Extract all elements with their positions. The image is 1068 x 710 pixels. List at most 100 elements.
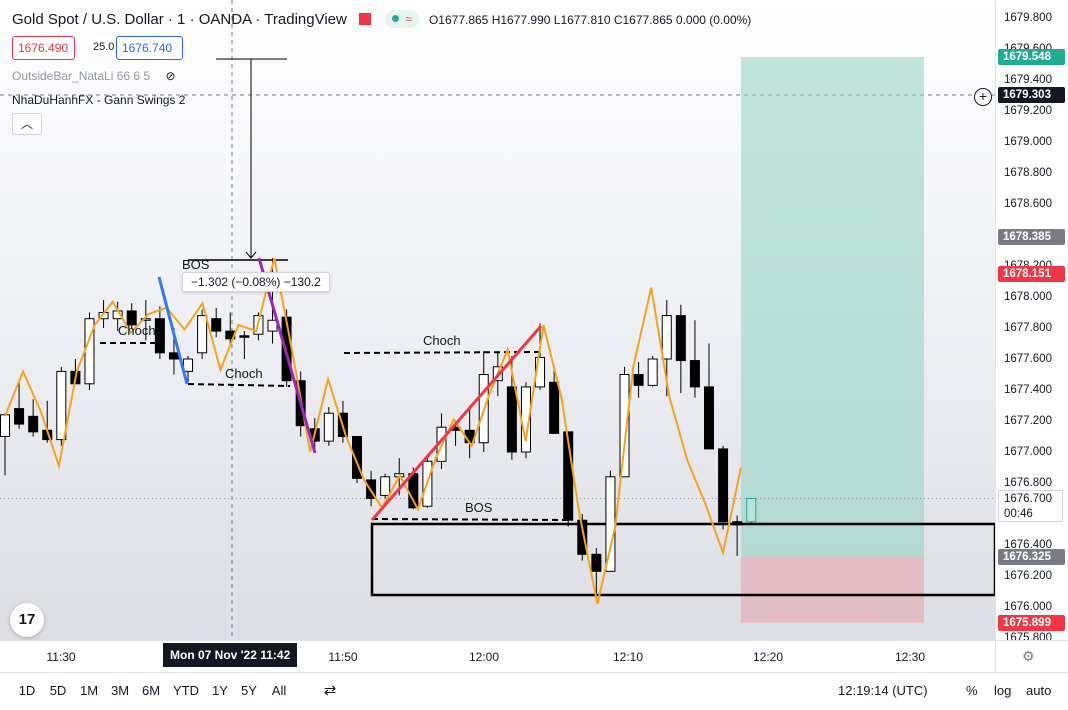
range-1d-button[interactable]: 1D bbox=[18, 683, 36, 698]
price-tick: 1676.000 bbox=[1004, 601, 1052, 613]
price-tick: 1679.000 bbox=[1004, 136, 1052, 148]
price-tick: 1677.000 bbox=[1004, 446, 1052, 458]
flag-icon[interactable] bbox=[359, 13, 372, 25]
price-tick: 1677.600 bbox=[1004, 353, 1052, 365]
candle-body bbox=[352, 436, 362, 479]
sell-price-button[interactable]: 1676.490 bbox=[12, 36, 75, 60]
blue-swing-segment bbox=[157, 276, 189, 385]
choch-line-2 bbox=[187, 383, 291, 387]
price-tick: 1677.200 bbox=[1004, 415, 1052, 427]
ohlc-open: O1677.865 bbox=[428, 13, 489, 27]
stop-zone bbox=[741, 556, 924, 623]
spread-value: 25.0 bbox=[88, 36, 120, 58]
candle-body bbox=[549, 381, 560, 434]
choch-label-2: Choch bbox=[225, 366, 263, 381]
bos-line-2 bbox=[371, 518, 571, 521]
collapse-legend-button[interactable]: ︿ bbox=[12, 113, 42, 135]
ohlc-low: L1677.810 bbox=[553, 13, 611, 27]
date-range-calendar-icon[interactable]: ⇄ bbox=[323, 682, 337, 699]
range-all-button[interactable]: All bbox=[271, 683, 287, 698]
utc-clock[interactable]: 12:19:14 (UTC) bbox=[838, 683, 928, 698]
candle-body bbox=[14, 408, 25, 425]
data-delay-icon: ≈ bbox=[405, 12, 412, 26]
current-price-value: 1676.700 bbox=[1004, 492, 1052, 505]
candle-body bbox=[506, 386, 517, 453]
candle-body bbox=[267, 319, 278, 332]
time-tick: 12:30 bbox=[894, 650, 926, 664]
price-label-level-red: 1678.151 bbox=[998, 265, 1065, 282]
gear-icon[interactable]: ⚙ bbox=[1022, 648, 1035, 664]
candle-body bbox=[661, 315, 672, 360]
candle-body bbox=[0, 414, 10, 437]
time-tick: 12:10 bbox=[612, 650, 644, 664]
price-axis[interactable]: 1679.8001679.6001679.4001679.2001679.000… bbox=[995, 0, 1068, 644]
tradingview-logo[interactable]: 17 bbox=[10, 603, 44, 637]
candle-body bbox=[211, 318, 222, 332]
eye-hidden-icon[interactable]: ⊘ bbox=[165, 69, 176, 83]
time-tick: 12:00 bbox=[468, 650, 500, 664]
add-alert-plus-icon[interactable]: + bbox=[974, 88, 992, 106]
measure-arrowhead bbox=[245, 251, 257, 259]
log-scale-toggle[interactable]: log bbox=[994, 683, 1012, 698]
ohlc-close: C1677.865 bbox=[613, 13, 673, 27]
measure-tooltip: −1.302 (−0.08%) −130.2 bbox=[182, 272, 330, 292]
chart-canvas[interactable] bbox=[0, 0, 995, 640]
indicator-outsidebar-label: OutsideBar_NataLi 66 6 5 bbox=[12, 69, 151, 83]
candle-body bbox=[183, 358, 194, 372]
price-tick: 1678.000 bbox=[1004, 291, 1052, 303]
candle-body bbox=[197, 315, 208, 354]
indicator-outsidebar[interactable]: OutsideBar_NataLi 66 6 5 ⊘ bbox=[12, 69, 176, 83]
chart-pane[interactable]: Gold Spot / U.S. Dollar · 1 · OANDA · Tr… bbox=[0, 0, 995, 640]
candle-body bbox=[168, 352, 179, 360]
ohlc-change: 0.000 (0.00%) bbox=[675, 13, 752, 27]
range-ytd-button[interactable]: YTD bbox=[173, 683, 199, 698]
range-5y-button[interactable]: 5Y bbox=[241, 683, 257, 698]
chevron-up-icon: ︿ bbox=[20, 117, 33, 131]
candle-body bbox=[647, 358, 658, 386]
symbol-legend: Gold Spot / U.S. Dollar · 1 · OANDA · Tr… bbox=[12, 10, 751, 28]
candle-body bbox=[675, 315, 686, 362]
candle-body bbox=[689, 360, 700, 388]
price-label-level-grey: 1678.385 bbox=[998, 229, 1065, 246]
price-tick: 1676.400 bbox=[1004, 539, 1052, 551]
range-5d-button[interactable]: 5D bbox=[49, 683, 67, 698]
price-tick: 1678.600 bbox=[1004, 198, 1052, 210]
price-tick: 1679.800 bbox=[1004, 12, 1052, 24]
bos-label-1: BOS bbox=[182, 257, 210, 272]
indicator-gann-swings[interactable]: NhaDuHanhFX - Gann Swings 2 bbox=[12, 93, 186, 107]
candle-body bbox=[718, 448, 729, 523]
range-3m-button[interactable]: 3M bbox=[110, 683, 130, 698]
candle-body bbox=[140, 318, 151, 321]
candle-body bbox=[56, 370, 67, 441]
market-status-pill[interactable]: ≈ bbox=[385, 10, 419, 28]
candle-body bbox=[28, 415, 39, 433]
time-tick: 11:30 bbox=[46, 650, 76, 664]
range-6m-button[interactable]: 6M bbox=[141, 683, 161, 698]
range-1m-button[interactable]: 1M bbox=[79, 683, 99, 698]
candle-body bbox=[619, 374, 630, 478]
range-1y-button[interactable]: 1Y bbox=[212, 683, 228, 698]
bar-countdown: 00:46 bbox=[1004, 507, 1033, 520]
red-swing-segment bbox=[370, 325, 543, 521]
market-open-dot-icon bbox=[392, 15, 400, 22]
price-tick: 1677.800 bbox=[1004, 322, 1052, 334]
ohlc-values: O1677.865 H1677.990 L1677.810 C1677.865 … bbox=[429, 13, 751, 27]
candle-body bbox=[577, 519, 588, 555]
time-axis[interactable]: 11:30 11:50 12:00 12:10 12:20 12:30 Mon … bbox=[0, 640, 995, 673]
price-label-entry: 1676.325 bbox=[998, 548, 1065, 565]
auto-scale-toggle[interactable]: auto bbox=[1026, 683, 1052, 698]
percent-scale-toggle[interactable]: % bbox=[966, 683, 978, 698]
candle-body bbox=[591, 553, 602, 572]
ohlc-high: H1677.990 bbox=[491, 13, 551, 27]
axis-settings-corner[interactable]: ⚙ bbox=[995, 640, 1068, 673]
price-tick: 1679.400 bbox=[1004, 74, 1052, 86]
price-label-current: 1676.700 00:46 bbox=[998, 489, 1063, 522]
candle-body bbox=[239, 335, 250, 338]
price-label-target: 1679.548 bbox=[998, 49, 1065, 66]
time-tick: 11:50 bbox=[328, 650, 358, 664]
target-zone bbox=[741, 57, 924, 557]
buy-price-button[interactable]: 1676.740 bbox=[116, 36, 183, 60]
price-label-crosshair: 1679.303 bbox=[998, 87, 1065, 104]
symbol-title[interactable]: Gold Spot / U.S. Dollar · 1 · OANDA · Tr… bbox=[12, 11, 347, 28]
